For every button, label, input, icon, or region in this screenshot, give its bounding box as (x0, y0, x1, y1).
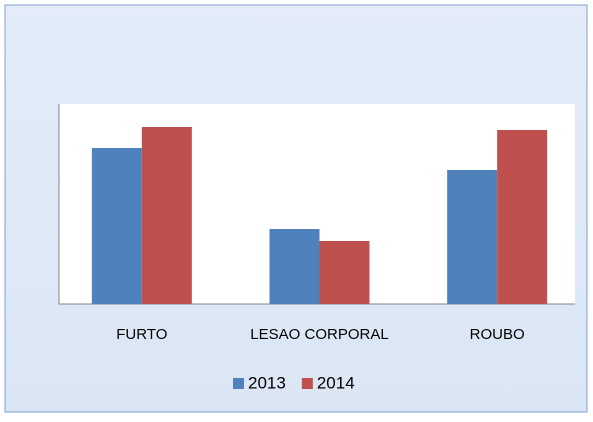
legend-swatch (233, 378, 244, 389)
bar (269, 229, 320, 304)
legend-label: 2013 (248, 373, 286, 392)
legend-label: 2014 (317, 373, 355, 392)
legend-swatch (301, 378, 313, 389)
x-tick-label: ROUBO (470, 326, 525, 343)
bar (447, 170, 498, 304)
bar (141, 127, 192, 304)
x-tick-label: FURTO (116, 326, 167, 343)
bar (91, 148, 142, 304)
bar (319, 241, 370, 304)
bar (497, 130, 548, 304)
x-tick-label: LESAO CORPORAL (250, 326, 388, 343)
